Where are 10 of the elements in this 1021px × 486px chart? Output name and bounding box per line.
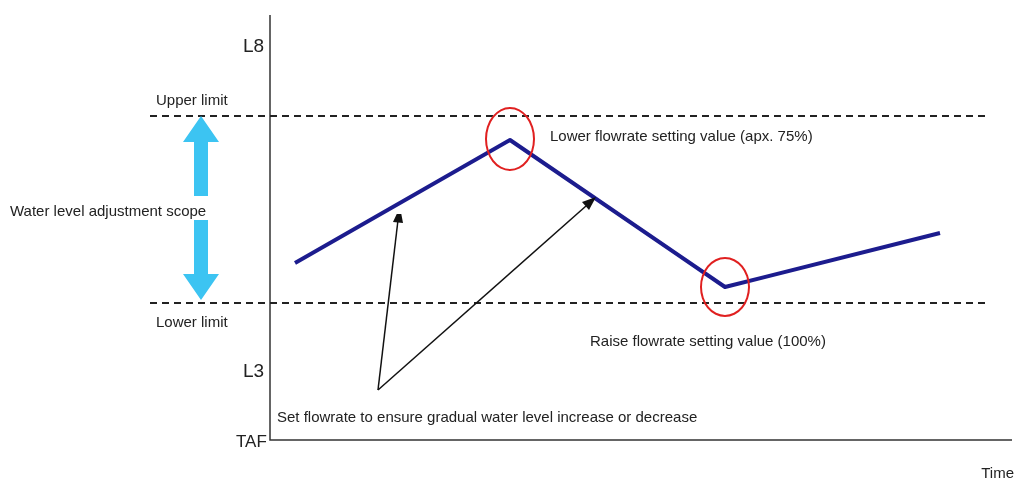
annotation: TAF (236, 431, 267, 451)
annotation: Set flowrate to ensure gradual water level increase or decrease (277, 408, 698, 426)
annotation: Lower flowrate setting value (apx. 75%) (550, 127, 813, 145)
ref-line-label: Lower limit (156, 312, 229, 330)
text: Water level adjustment scope (10, 202, 207, 220)
annotation: Raise flowrate setting value (100%) (590, 332, 826, 350)
x-axis-title: Time (981, 464, 1014, 482)
text: L8 (243, 35, 265, 57)
ref-line-label: Upper limit (156, 90, 229, 108)
annotation: L3 (243, 360, 265, 382)
